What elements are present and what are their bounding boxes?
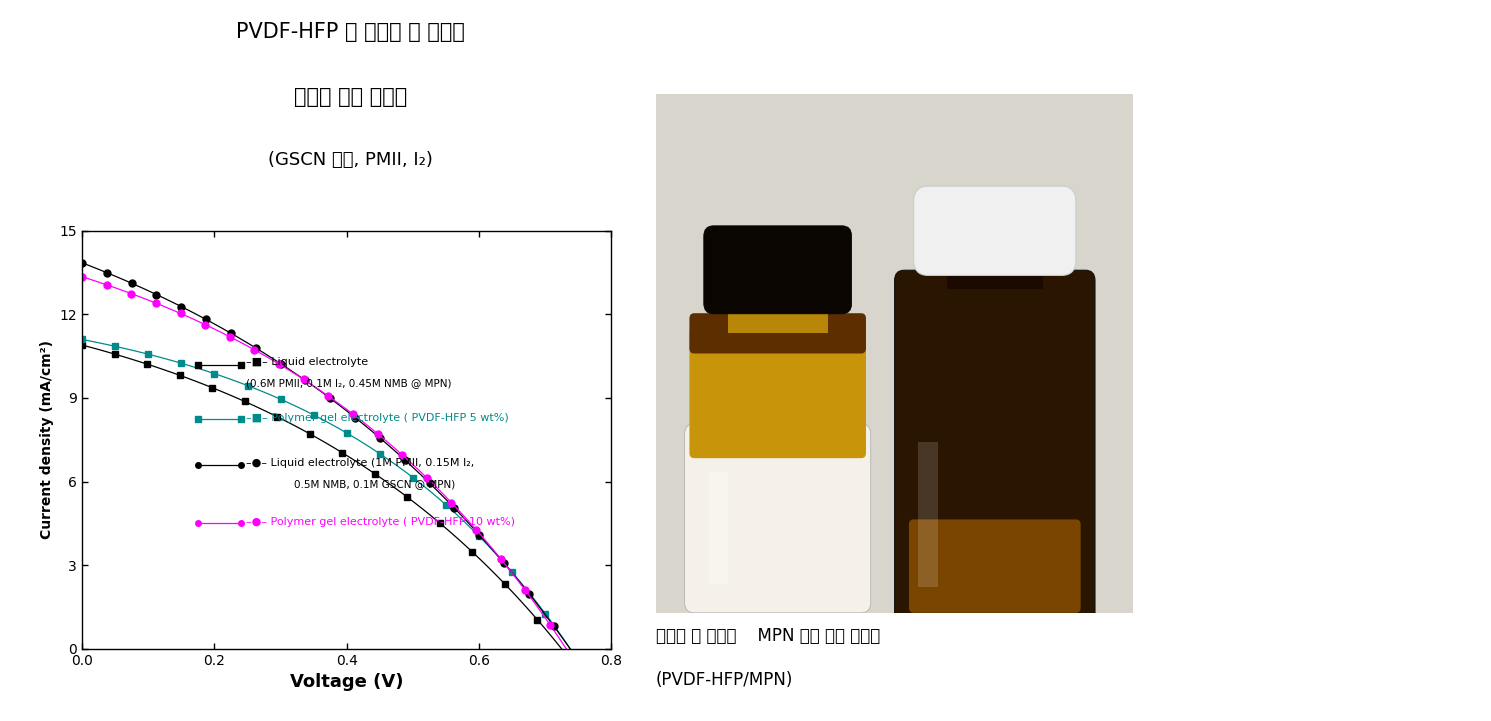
Text: (PVDF-HFP/MPN): (PVDF-HFP/MPN) <box>656 671 793 689</box>
Text: 전해질 조성 최적화: 전해질 조성 최적화 <box>294 87 407 107</box>
Text: –●– Liquid electrolyte (1M PMII, 0.15M I₂,: –●– Liquid electrolyte (1M PMII, 0.15M I… <box>246 458 474 468</box>
Text: (0.6M PMII, 0.1M I₂, 0.45M NMB @ MPN): (0.6M PMII, 0.1M I₂, 0.45M NMB @ MPN) <box>246 379 452 389</box>
FancyBboxPatch shape <box>684 424 871 613</box>
Bar <box>708 472 728 584</box>
FancyBboxPatch shape <box>910 519 1081 613</box>
Bar <box>918 441 938 587</box>
Bar <box>728 296 828 333</box>
Text: –■– Polymer gel electrolyte ( PVDF-HFP 5 wt%): –■– Polymer gel electrolyte ( PVDF-HFP 5… <box>246 412 508 423</box>
Text: –●– Polymer gel electrolyte ( PVDF-HFP 10 wt%): –●– Polymer gel electrolyte ( PVDF-HFP 1… <box>246 517 514 527</box>
FancyBboxPatch shape <box>895 270 1094 623</box>
Text: 0.5M NMB, 0.1M GSCN @ MPN): 0.5M NMB, 0.1M GSCN @ MPN) <box>294 479 455 489</box>
FancyBboxPatch shape <box>689 328 866 458</box>
Text: 고분자 젤 전해질    MPN 기반 액체 전해질: 고분자 젤 전해질 MPN 기반 액체 전해질 <box>656 627 880 645</box>
FancyBboxPatch shape <box>704 226 851 314</box>
FancyBboxPatch shape <box>689 313 866 353</box>
Bar <box>947 247 1042 289</box>
Y-axis label: Current density (mA/cm²): Current density (mA/cm²) <box>40 340 54 539</box>
Text: PVDF-HFP 계 고분자 젤 전해질: PVDF-HFP 계 고분자 젤 전해질 <box>236 22 465 42</box>
X-axis label: Voltage (V): Voltage (V) <box>289 673 404 691</box>
FancyBboxPatch shape <box>914 186 1077 275</box>
Text: (GSCN 첨가, PMII, I₂): (GSCN 첨가, PMII, I₂) <box>268 151 432 169</box>
Text: –■– Liquid electrolyte: –■– Liquid electrolyte <box>246 358 368 368</box>
